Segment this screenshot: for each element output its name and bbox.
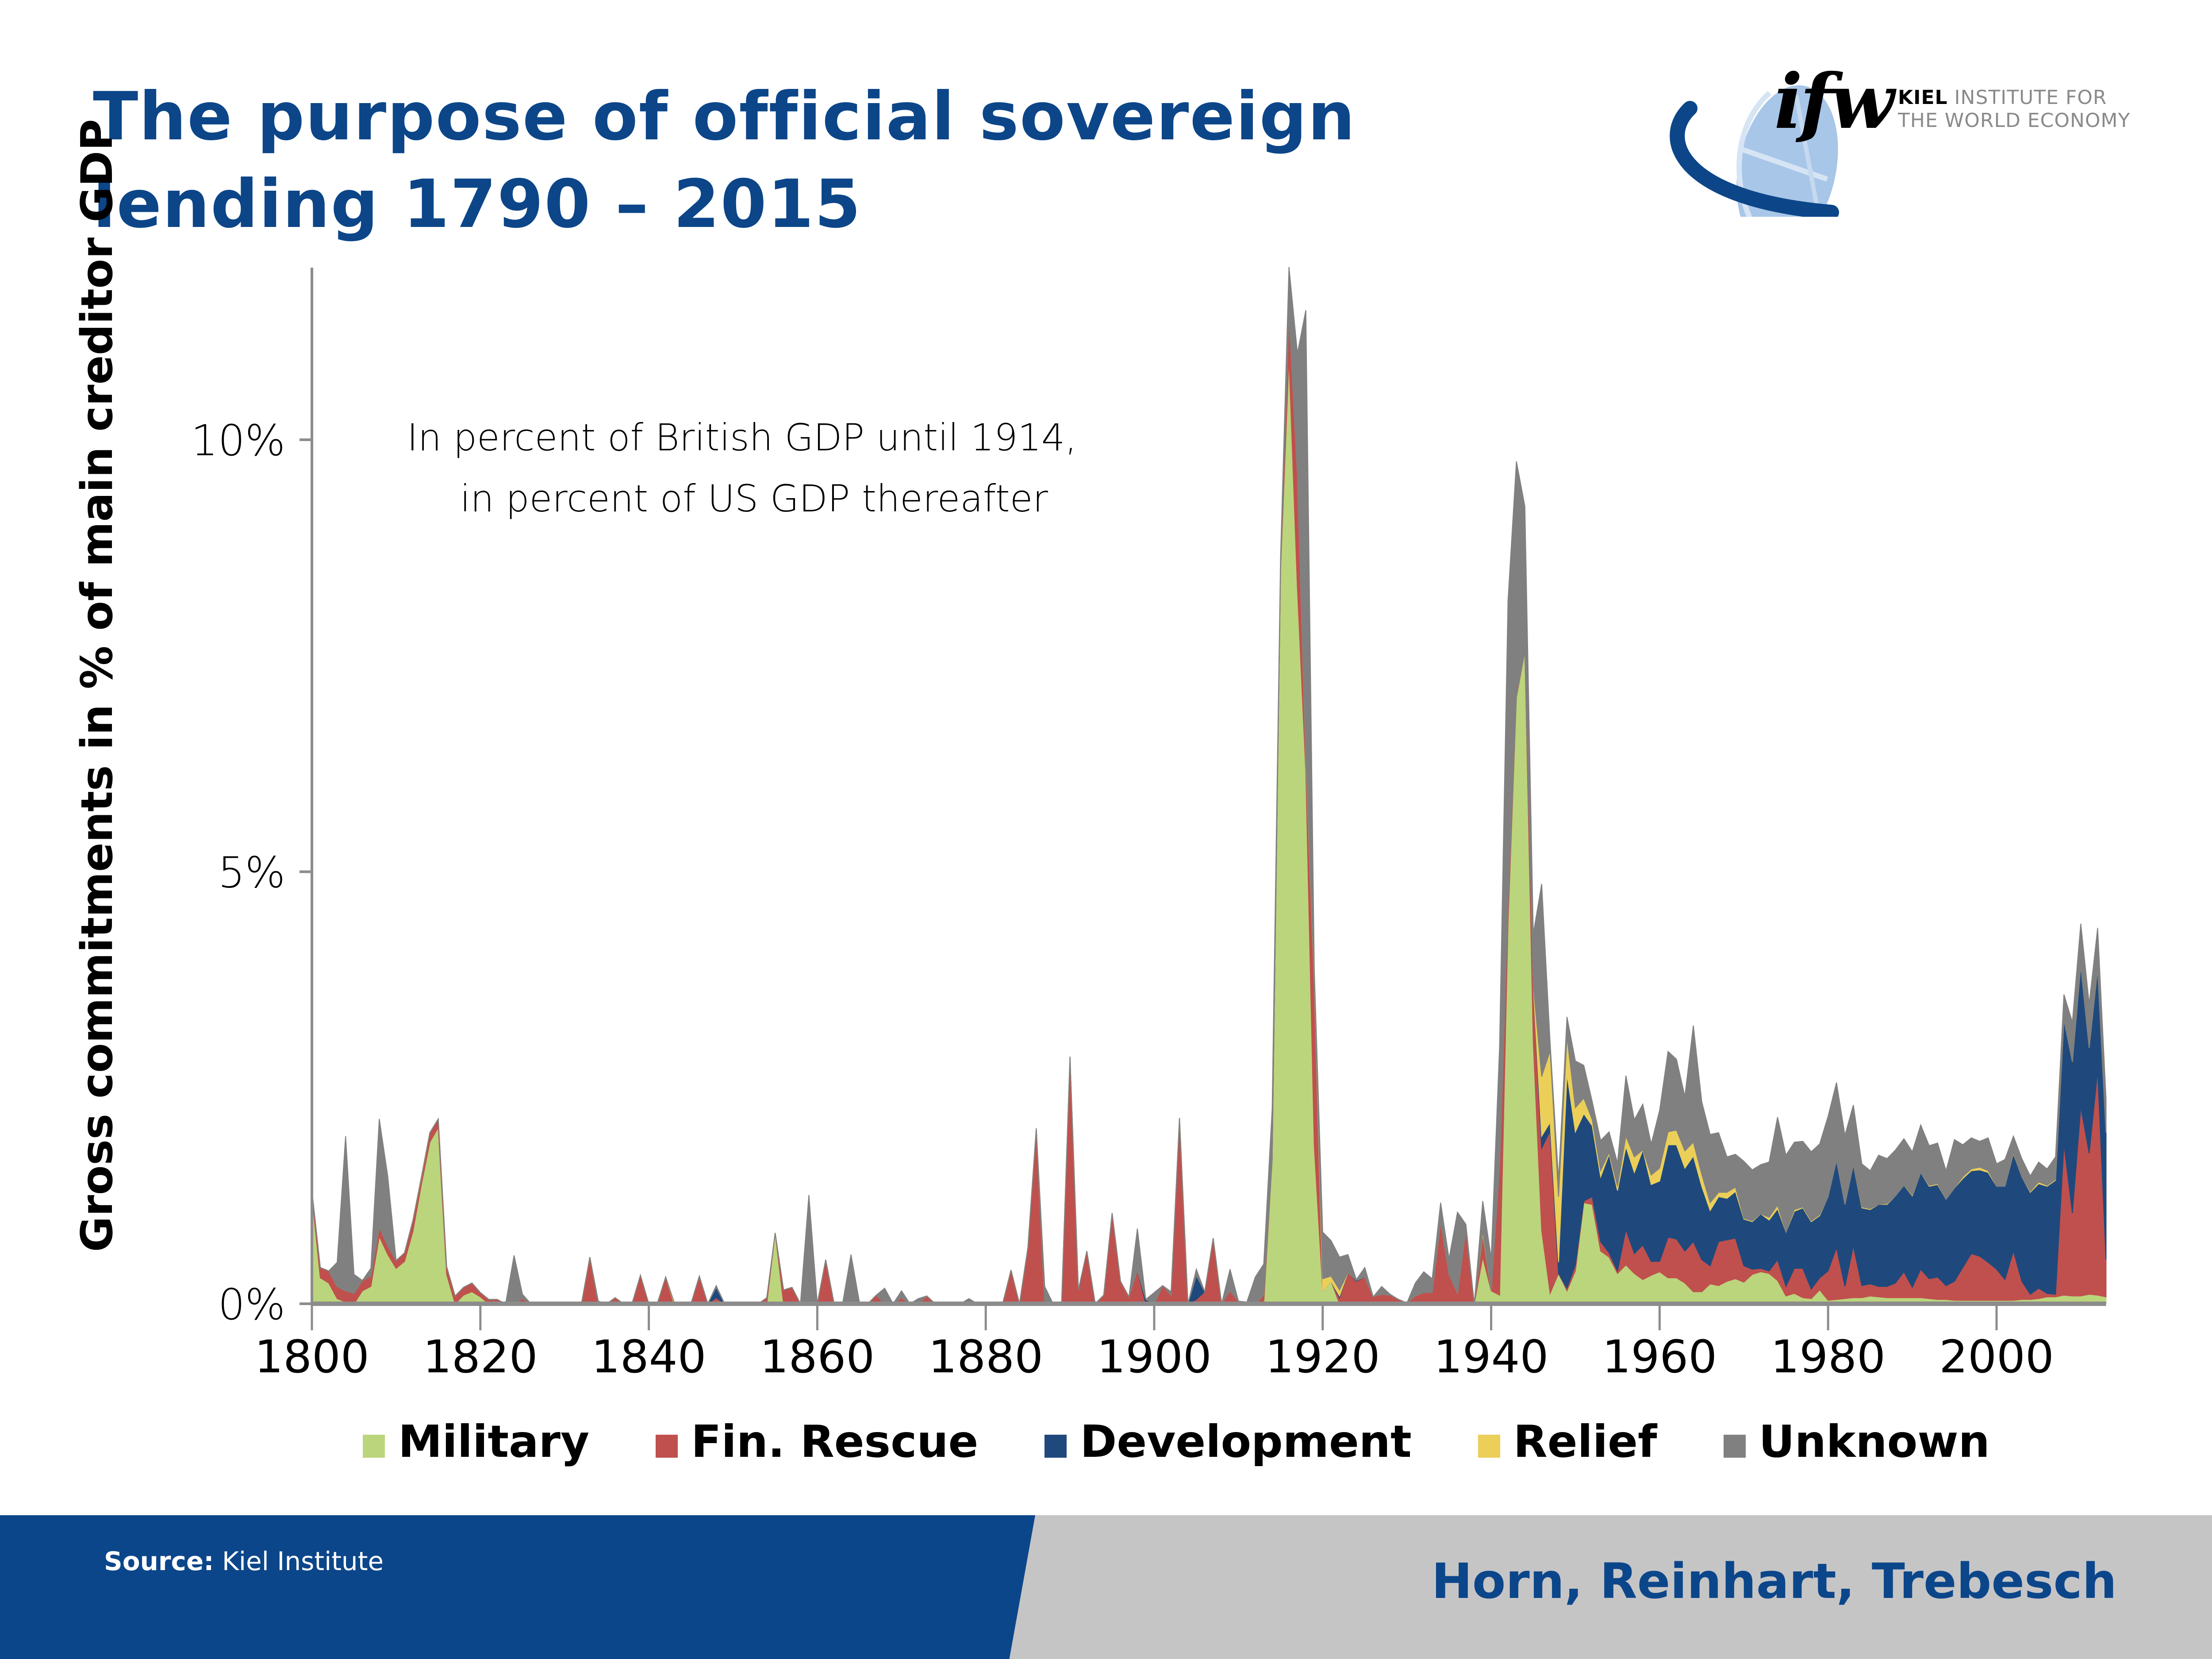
legend-label-military: Military	[398, 1416, 590, 1467]
y-tick-label: 5%	[218, 848, 285, 898]
x-tick-label: 1900	[1097, 1331, 1212, 1383]
logo-kiel: KIEL	[1898, 86, 1948, 109]
legend-item-unknown: Unknown	[1723, 1416, 1990, 1467]
source-label: Source:	[104, 1546, 214, 1576]
annotation-line-2: in percent of US GDP thereafter	[460, 477, 1048, 520]
authors: Horn, Reinhart, Trebesch	[1431, 1553, 2117, 1609]
footer-gray-panel	[1009, 1515, 2212, 1659]
legend-swatch-fin-rescue	[656, 1434, 678, 1458]
source-value: Kiel Institute	[214, 1546, 384, 1576]
y-axis-label: Gross commitments in % of main creditor …	[72, 119, 123, 1252]
y-tick-label: 0%	[218, 1280, 285, 1329]
logo-text: KIEL INSTITUTE FOR THE WORLD ECONOMY	[1898, 86, 2130, 132]
legend-item-relief: Relief	[1478, 1416, 1657, 1467]
x-tick-label: 1960	[1602, 1331, 1717, 1383]
legend-label-relief: Relief	[1513, 1416, 1657, 1467]
legend-item-fin-rescue: Fin. Rescue	[656, 1416, 978, 1467]
annotation-line-1: In percent of British GDP until 1914,	[407, 416, 1077, 459]
title-line-1: The purpose of official sovereign	[93, 78, 1356, 155]
legend-swatch-military	[363, 1434, 385, 1458]
legend-item-military: Military	[363, 1416, 589, 1467]
x-tick-label: 2000	[1939, 1331, 2054, 1383]
x-tick-label: 1860	[760, 1331, 875, 1383]
x-tick-label: 1820	[423, 1331, 538, 1383]
x-tick-label: 1800	[254, 1331, 369, 1383]
legend-label-development: Development	[1080, 1416, 1412, 1467]
x-tick-label: 1980	[1770, 1331, 1886, 1383]
chart-axes: 0% 5% 10% 1800 1820 1840 1860 1880 1900 1920 1940 1…	[191, 268, 2106, 1383]
x-tick-label: 1880	[928, 1331, 1043, 1383]
footer-blue-panel: Source: Kiel Institute	[0, 1515, 1035, 1659]
y-tick-label: 10%	[191, 416, 285, 465]
logo-institute-for: INSTITUTE FOR	[1947, 86, 2107, 109]
legend-label-unknown: Unknown	[1759, 1416, 1990, 1467]
logo-ifw-mark: ifw	[1774, 58, 1894, 146]
x-tick-label: 1840	[591, 1331, 707, 1383]
chart-legend: Military Fin. Rescue Development Relief …	[363, 1416, 2056, 1467]
x-tick-label: 1940	[1434, 1331, 1549, 1383]
chart-annotation: In percent of British GDP until 1914, in…	[407, 407, 1077, 529]
footer-bar: Source: Kiel Institute Horn, Reinhart, T…	[0, 1515, 2212, 1659]
logo-world-economy: THE WORLD ECONOMY	[1898, 109, 2131, 132]
title-line-2: lending 1790 – 2015	[93, 166, 862, 243]
legend-item-development: Development	[1045, 1416, 1412, 1467]
legend-swatch-development	[1045, 1434, 1067, 1458]
legend-swatch-unknown	[1723, 1434, 1746, 1458]
legend-swatch-relief	[1478, 1434, 1500, 1458]
globe-icon	[1670, 85, 1839, 217]
source-note: Source: Kiel Institute	[104, 1546, 384, 1576]
x-tick-label: 1920	[1265, 1331, 1380, 1383]
chart-title: The purpose of official sovereign lendin…	[93, 73, 1420, 248]
legend-label-fin-rescue: Fin. Rescue	[691, 1416, 979, 1467]
